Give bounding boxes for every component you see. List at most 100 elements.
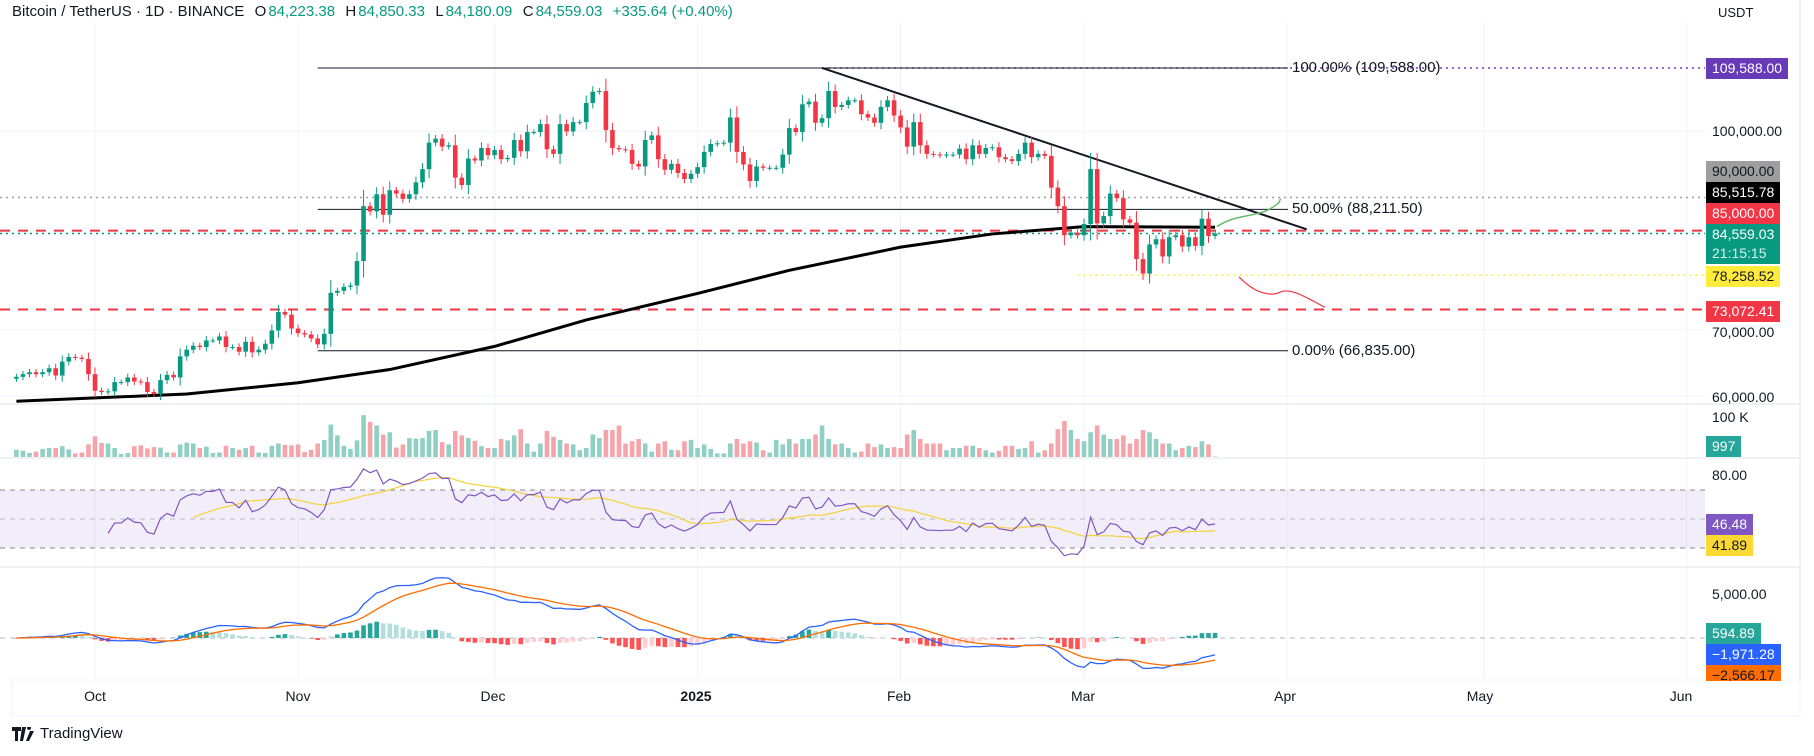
candle-body <box>1101 216 1106 224</box>
close-value: 84,559.03 <box>535 3 603 20</box>
macd-histogram-bar <box>14 638 19 639</box>
candle-body <box>1062 206 1067 236</box>
candle-body <box>171 374 176 378</box>
macd-histogram-bar <box>1166 638 1172 640</box>
macd-histogram-bar <box>787 636 792 638</box>
volume-bar <box>446 444 451 457</box>
price-label-text: 84,559.03 <box>1712 226 1775 242</box>
macd-histogram-bar <box>1193 635 1198 638</box>
price-axis-label: 109,588.00 <box>1706 58 1789 79</box>
candle <box>79 354 85 362</box>
ma200-line <box>16 225 1216 403</box>
candle-body <box>511 139 517 158</box>
candle-body <box>728 117 733 143</box>
volume-bar <box>931 443 936 457</box>
candle <box>1055 180 1061 214</box>
volume-bar <box>1121 435 1126 457</box>
tradingview-logo[interactable]: TradingView <box>12 725 123 742</box>
candle-body <box>918 122 923 146</box>
candle <box>387 181 393 224</box>
candle-body <box>800 104 805 133</box>
candle <box>728 108 733 152</box>
macd-histogram-bar <box>420 631 425 638</box>
macd-histogram-bar <box>944 638 949 646</box>
volume-bar <box>407 438 412 457</box>
macd-histogram-bar <box>177 635 183 638</box>
volume-bar <box>970 445 975 457</box>
candle <box>564 119 569 136</box>
candle-body <box>662 159 668 170</box>
macd-histogram-bar <box>610 638 615 644</box>
candle <box>361 189 366 278</box>
volume-bar <box>1160 443 1165 457</box>
macd-histogram-bar <box>662 638 668 648</box>
candle-body <box>583 102 589 123</box>
macd-histogram-bar <box>511 638 517 644</box>
candle <box>610 122 615 156</box>
macd-histogram-bar <box>963 638 969 644</box>
macd-histogram-bar <box>826 629 831 638</box>
volume-axis-tick: 100 K <box>1712 409 1749 425</box>
price-axis-label: 85,515.78 <box>1706 182 1781 203</box>
macd-histogram-bar <box>754 638 759 641</box>
candle-body <box>695 167 700 174</box>
candle-body <box>118 382 124 384</box>
volume-bar <box>872 447 877 457</box>
currency-label[interactable]: USDT <box>1718 5 1754 20</box>
candle <box>616 144 622 153</box>
price-axis-label: 78,258.52 <box>1706 266 1781 287</box>
volume-bar <box>380 434 386 457</box>
change-value: +335.64 (+0.40%) <box>612 3 733 20</box>
macd-histogram-bar <box>380 623 386 638</box>
candle <box>957 144 962 159</box>
time-axis-label: Mar <box>1070 688 1096 704</box>
candle-body <box>865 114 871 118</box>
symbol-title[interactable]: Bitcoin / TetherUS · 1D · BINANCE <box>12 3 245 20</box>
candle <box>380 186 386 223</box>
volume-bar <box>957 448 962 457</box>
candle <box>407 190 412 203</box>
candle <box>295 324 301 337</box>
candle-body <box>649 135 655 140</box>
volume-bar <box>551 436 556 457</box>
candle <box>184 345 189 361</box>
volume-bar <box>898 448 903 457</box>
candle-body <box>426 142 432 170</box>
candle <box>898 109 903 134</box>
macd-histogram-bar <box>302 637 307 638</box>
macd-histogram-bar <box>79 635 85 638</box>
candle-body <box>813 101 818 123</box>
volume-bar <box>1062 421 1067 457</box>
macd-histogram-bar <box>918 638 923 645</box>
volume-bar <box>413 438 419 457</box>
macd-histogram-bar <box>649 638 655 646</box>
candle-body <box>767 167 772 169</box>
macd-histogram-bar <box>99 638 104 641</box>
candle-body <box>433 138 438 143</box>
candle <box>767 165 772 171</box>
bar-countdown: 21:15:15 <box>1712 245 1767 261</box>
volume-bar <box>492 448 497 457</box>
candle-body <box>138 381 144 383</box>
candle <box>1114 189 1120 203</box>
macd-histogram-bar <box>92 638 98 640</box>
volume-bar <box>86 444 91 457</box>
volume-bar <box>800 439 805 457</box>
rsi-value-label: 46.48 <box>1706 514 1754 535</box>
candle-body <box>276 311 281 331</box>
candle-body <box>400 193 406 199</box>
volume-bar <box>1107 439 1113 457</box>
candle-body <box>603 91 609 131</box>
candle-body <box>754 166 759 182</box>
macd-histogram-bar <box>354 630 360 638</box>
volume-bar <box>760 450 766 457</box>
volume-bar <box>92 436 98 457</box>
candle-body <box>675 163 681 174</box>
candle-body <box>1107 193 1113 217</box>
volume-bar <box>452 430 458 457</box>
candle-body <box>682 173 687 180</box>
candle-body <box>688 173 694 180</box>
candle <box>374 187 379 219</box>
volume-bar <box>885 448 890 457</box>
